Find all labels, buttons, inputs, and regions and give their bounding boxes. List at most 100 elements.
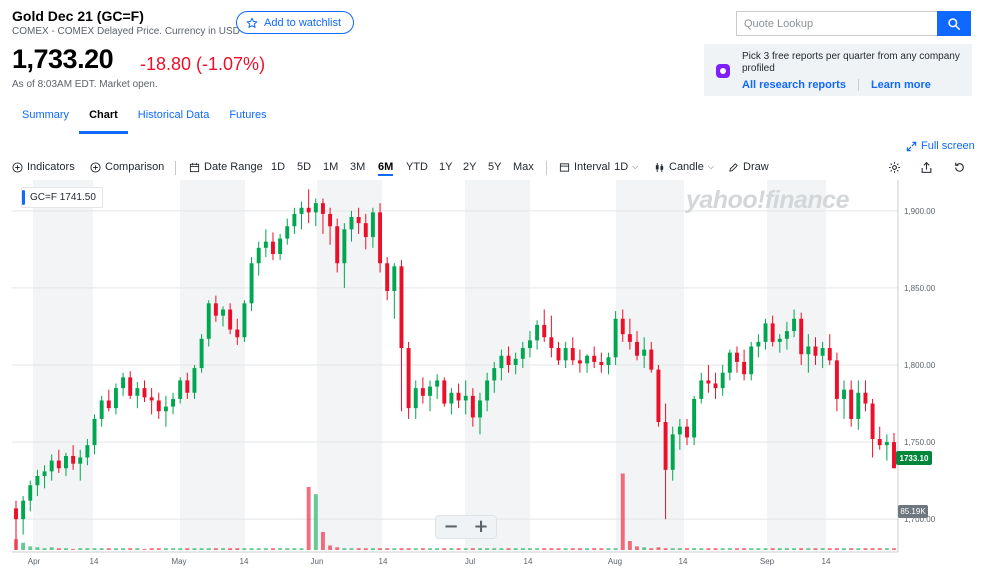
candle-body[interactable]	[713, 383, 718, 389]
candlestick-chart[interactable]: 1,900.00 1,850.00 1,800.00 1,750.00 1,700.00…	[12, 180, 972, 576]
candle-body[interactable]	[78, 457, 83, 464]
zoom-in-button[interactable]: +	[466, 516, 496, 538]
candle-body[interactable]	[492, 368, 497, 381]
candle-body[interactable]	[499, 355, 504, 369]
candle-body[interactable]	[749, 346, 754, 375]
candle-body[interactable]	[642, 349, 647, 356]
candle-body[interactable]	[142, 388, 147, 398]
candle-body[interactable]	[363, 223, 368, 238]
candle-body[interactable]	[413, 388, 418, 409]
candle-body[interactable]	[563, 348, 568, 361]
candle-body[interactable]	[242, 303, 247, 338]
indicators-button[interactable]: Indicators	[12, 161, 75, 173]
candle-body[interactable]	[892, 442, 896, 469]
candle-body[interactable]	[485, 380, 490, 401]
candle-body[interactable]	[635, 341, 639, 356]
candle-body[interactable]	[206, 303, 211, 339]
candle-body[interactable]	[256, 247, 261, 264]
range-6m[interactable]: 6M	[378, 161, 394, 176]
candle-body[interactable]	[842, 389, 846, 399]
candle-body[interactable]	[192, 368, 197, 393]
candle-body[interactable]	[727, 352, 732, 373]
candle-body[interactable]	[135, 388, 140, 396]
range-5y[interactable]: 5Y	[488, 161, 502, 173]
candle-body[interactable]	[685, 426, 689, 438]
candle-body[interactable]	[820, 348, 825, 356]
candle-body[interactable]	[213, 303, 218, 316]
zoom-out-button[interactable]: −	[436, 516, 466, 538]
candle-body[interactable]	[42, 471, 47, 476]
candle-body[interactable]	[156, 400, 161, 412]
candle-body[interactable]	[806, 346, 811, 355]
candle-body[interactable]	[463, 395, 468, 401]
candle-body[interactable]	[478, 400, 482, 418]
candle-body[interactable]	[677, 426, 682, 435]
candle-body[interactable]	[392, 266, 397, 291]
candle-dropdown[interactable]: Candle ⌵	[654, 161, 714, 173]
candle-body[interactable]	[813, 346, 818, 356]
candle-body[interactable]	[370, 212, 375, 238]
candle-body[interactable]	[792, 318, 797, 332]
candle-body[interactable]	[449, 392, 454, 404]
candle-body[interactable]	[784, 331, 789, 339]
candle-body[interactable]	[877, 439, 882, 446]
tab-summary[interactable]: Summary	[22, 109, 70, 121]
reset-button[interactable]	[953, 161, 966, 174]
range-2y[interactable]: 2Y	[463, 161, 477, 173]
candle-body[interactable]	[734, 352, 739, 362]
candle-body[interactable]	[306, 207, 311, 213]
candle-body[interactable]	[556, 348, 561, 361]
candle-body[interactable]	[870, 403, 875, 439]
candle-body[interactable]	[292, 213, 297, 227]
candle-body[interactable]	[428, 386, 432, 396]
candle-body[interactable]	[285, 226, 290, 239]
price-chart[interactable]: 1,900.00 1,850.00 1,800.00 1,750.00 1,700.00…	[12, 180, 972, 576]
draw-button[interactable]: Draw	[728, 161, 769, 173]
candle-body[interactable]	[121, 377, 126, 389]
candle-body[interactable]	[613, 318, 618, 358]
candle-body[interactable]	[692, 398, 697, 438]
candle-body[interactable]	[542, 324, 547, 338]
candle-body[interactable]	[699, 380, 704, 399]
add-to-watchlist-button[interactable]: Add to watchlist	[236, 11, 355, 34]
candle-body[interactable]	[228, 309, 233, 330]
all-research-reports-link[interactable]: All research reports	[742, 79, 846, 91]
candle-body[interactable]	[856, 392, 861, 419]
candle-body[interactable]	[399, 266, 404, 349]
candle-body[interactable]	[71, 455, 76, 464]
comparison-button[interactable]: Comparison	[90, 161, 164, 173]
range-1d[interactable]: 1D	[271, 161, 286, 173]
candle-body[interactable]	[599, 361, 604, 365]
full-screen-button[interactable]: Full screen	[906, 140, 975, 152]
tab-futures[interactable]: Futures	[229, 109, 267, 121]
candle-body[interactable]	[742, 361, 747, 375]
candle-body[interactable]	[342, 229, 347, 264]
candle-body[interactable]	[56, 460, 61, 469]
candle-body[interactable]	[849, 389, 854, 419]
candle-body[interactable]	[777, 338, 782, 342]
range-max[interactable]: Max	[513, 161, 534, 173]
candle-body[interactable]	[442, 380, 447, 404]
candle-body[interactable]	[99, 400, 104, 419]
candle-body[interactable]	[263, 241, 268, 248]
candle-body[interactable]	[328, 213, 333, 227]
candle-body[interactable]	[356, 217, 361, 224]
tab-historical-data[interactable]: Historical Data	[137, 109, 210, 121]
candle-body[interactable]	[85, 445, 90, 458]
candle-body[interactable]	[335, 226, 340, 264]
candle-body[interactable]	[549, 337, 554, 349]
interval-dropdown[interactable]: Interval 1D ⌵	[559, 161, 638, 173]
candle-body[interactable]	[834, 360, 839, 399]
candle-body[interactable]	[827, 348, 832, 361]
quote-lookup-input[interactable]	[736, 11, 937, 36]
candle-body[interactable]	[456, 392, 461, 401]
candle-body[interactable]	[570, 348, 575, 361]
date-range-button[interactable]: Date Range	[189, 161, 263, 173]
candle-body[interactable]	[520, 348, 525, 359]
candle-body[interactable]	[577, 360, 582, 364]
candle-body[interactable]	[178, 380, 183, 399]
candle-body[interactable]	[106, 400, 111, 409]
candle-body[interactable]	[670, 434, 675, 470]
candle-body[interactable]	[163, 406, 168, 412]
candle-body[interactable]	[185, 380, 190, 393]
